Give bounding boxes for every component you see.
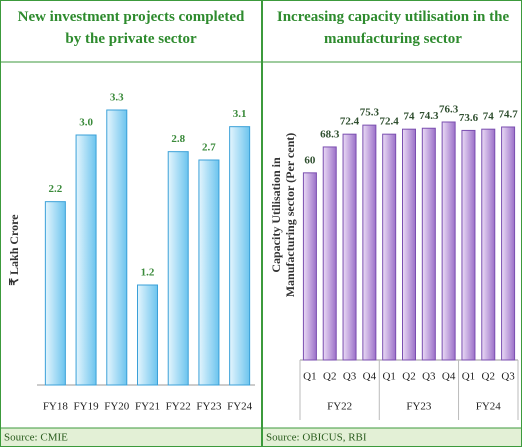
value-label: 72.4	[380, 116, 400, 128]
y-axis-label: ₹ Lakh Crore	[7, 214, 21, 286]
source: Source: OBICUS, RBI	[266, 432, 367, 444]
x-tick-label: Q2	[323, 371, 336, 383]
group-label: FY23	[406, 401, 432, 413]
x-tick-label: FY23	[196, 401, 222, 413]
x-tick-label: FY20	[104, 401, 130, 413]
y-axis-label: Capacity Utilisation inManufacturing sec…	[269, 133, 297, 298]
value-label: 1.2	[141, 267, 155, 279]
value-label: 68.3	[320, 128, 340, 140]
bar	[421, 127, 436, 361]
bar	[229, 126, 251, 386]
bar	[44, 201, 66, 386]
value-label: 3.3	[110, 92, 124, 104]
x-tick-label: Q2	[482, 371, 495, 383]
value-label: 73.6	[459, 112, 479, 124]
x-tick-label: FY22	[166, 401, 191, 413]
x-tick-label: Q3	[501, 371, 515, 383]
panel-title: New investment projects completed by the …	[18, 9, 245, 47]
bar	[362, 124, 377, 361]
x-tick-label: Q1	[382, 371, 395, 383]
x-tick-label: FY24	[227, 401, 253, 413]
x-tick-label: Q4	[442, 371, 456, 383]
source: Source: CMIE	[4, 432, 68, 444]
value-label: 76.3	[439, 104, 459, 116]
value-label: 60	[304, 154, 316, 166]
value-label: 75.3	[360, 107, 380, 119]
bar	[481, 128, 496, 361]
bar	[106, 109, 128, 386]
value-label: 2.8	[171, 133, 185, 145]
value-label: 2.2	[48, 183, 62, 195]
value-label: 74	[404, 111, 416, 123]
value-label: 74	[483, 111, 495, 123]
x-tick-label: FY19	[74, 401, 100, 413]
value-label: 74.7	[498, 109, 518, 121]
x-tick-label: Q1	[462, 371, 475, 383]
bar	[167, 151, 189, 386]
bar	[342, 133, 357, 361]
value-label: 3.1	[233, 108, 247, 120]
group-label: FY24	[476, 401, 502, 413]
bar	[501, 126, 516, 361]
x-tick-label: FY21	[135, 401, 160, 413]
x-tick-label: FY18	[43, 401, 69, 413]
x-tick-label: Q2	[402, 371, 415, 383]
x-tick-label: Q3	[422, 371, 436, 383]
x-tick-label: Q1	[303, 371, 316, 383]
bar	[198, 159, 220, 386]
bar	[322, 146, 337, 361]
bar	[461, 129, 476, 361]
bar	[137, 284, 158, 386]
x-tick-label: Q4	[363, 371, 377, 383]
panel-title: Increasing capacity utilisation in the ma…	[277, 9, 510, 47]
value-label: 2.7	[202, 142, 216, 154]
group-label: FY22	[327, 401, 352, 413]
value-label: 3.0	[79, 117, 93, 129]
value-label: 74.3	[419, 110, 439, 122]
value-label: 72.4	[340, 116, 360, 128]
bar	[75, 134, 97, 386]
bar	[302, 172, 317, 361]
bar	[441, 121, 456, 361]
bar	[382, 133, 397, 361]
x-tick-label: Q3	[343, 371, 357, 383]
bar	[402, 128, 416, 361]
